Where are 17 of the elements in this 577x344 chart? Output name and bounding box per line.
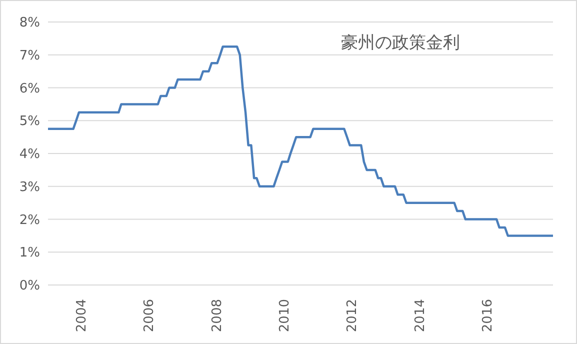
x-tick-label: 2010 (278, 299, 293, 332)
y-tick-label: 2% (19, 212, 40, 228)
x-tick-label: 2008 (210, 299, 225, 332)
y-tick-label: 4% (19, 147, 40, 162)
x-tick-label: 2006 (142, 299, 158, 332)
x-tick-label: 2012 (345, 299, 360, 332)
y-tick-label: 6% (19, 81, 40, 96)
text: 豪州の政策金利 (341, 32, 460, 54)
y-tick-label: 1% (19, 246, 40, 261)
y-tick-label: 8% (19, 16, 40, 31)
y-tick-label: 0% (19, 278, 40, 294)
y-tick-label: 7% (19, 48, 40, 64)
x-tick-label: 2014 (412, 299, 428, 332)
x-tick-label: 2004 (74, 299, 90, 332)
y-tick-label: 3% (19, 180, 40, 195)
y-tick-label: 5% (19, 114, 40, 130)
x-tick-label: 2016 (480, 299, 496, 332)
